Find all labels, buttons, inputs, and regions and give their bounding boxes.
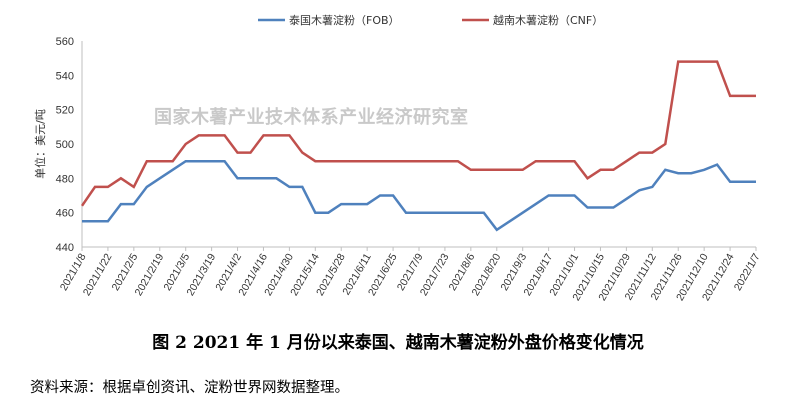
y-tick-label: 520 — [56, 105, 74, 117]
source-note: 资料来源：根据卓创资讯、淀粉世界网数据整理。 — [30, 380, 349, 396]
y-axis-title: 单位：美元/吨 — [33, 109, 47, 179]
line-chart: 国家木薯产业技术体系产业经济研究室 440 460 480 500 520 540 560 单位… — [33, 13, 763, 303]
watermark-text: 国家木薯产业技术体系产业经济研究室 — [154, 106, 469, 128]
y-tick-label: 540 — [56, 70, 74, 82]
y-tick-label: 480 — [56, 173, 74, 185]
legend-label-2: 越南木薯淀粉（CNF） — [493, 13, 603, 27]
legend-label-1: 泰国木薯淀粉（FOB） — [289, 13, 400, 27]
y-tick-label: 560 — [56, 36, 74, 48]
y-tick-label: 460 — [56, 208, 74, 220]
y-tick-label: 500 — [56, 139, 74, 151]
figure-caption: 图 2 2021 年 1 月份以来泰国、越南木薯淀粉外盘价格变化情况 — [152, 333, 644, 353]
y-tick-label: 440 — [56, 242, 74, 254]
series-line-1 — [82, 159, 756, 232]
series-line-2 — [80, 60, 756, 207]
